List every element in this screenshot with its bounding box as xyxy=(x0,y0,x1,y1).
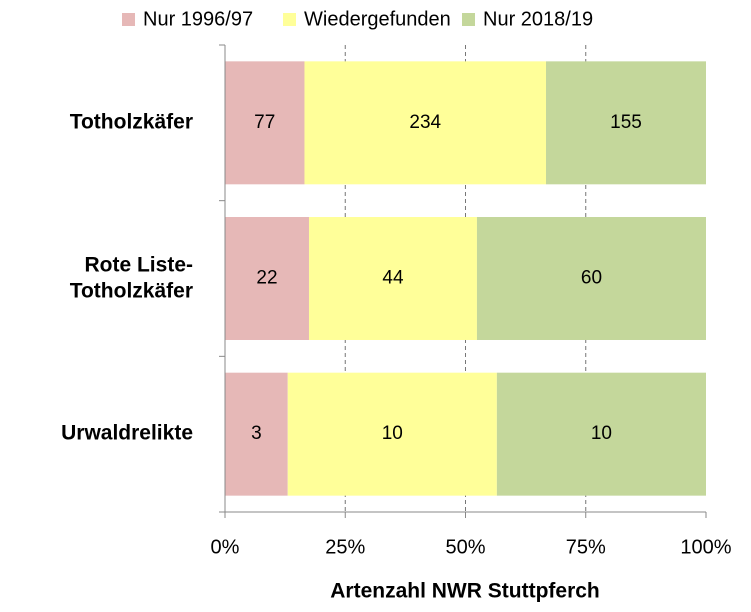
y-tick-label: Rote Liste-Totholzkäfer xyxy=(70,253,193,302)
data-label: 10 xyxy=(591,423,612,444)
x-axis-title: Artenzahl NWR Stuttpferch xyxy=(330,580,600,603)
x-tick-label: 75% xyxy=(566,536,606,558)
data-label: 3 xyxy=(251,423,262,444)
legend-swatch xyxy=(122,13,135,26)
data-label: 155 xyxy=(610,112,642,133)
x-tick-label: 50% xyxy=(445,536,485,558)
bar-segment xyxy=(308,217,477,340)
y-tick-label: Urwaldrelikte xyxy=(61,422,193,445)
data-label: 10 xyxy=(382,423,403,444)
bar-segment xyxy=(476,217,706,340)
legend-label: Nur 2018/19 xyxy=(483,8,593,30)
x-tick-label: 25% xyxy=(325,536,365,558)
bar-segment xyxy=(225,217,309,340)
legend-swatch xyxy=(462,13,475,26)
legend-swatch xyxy=(283,13,296,26)
legend-label: Nur 1996/97 xyxy=(143,8,253,30)
bar-segment xyxy=(496,372,706,496)
bar-segment xyxy=(546,61,706,185)
bar-segment xyxy=(225,372,288,496)
data-label: 234 xyxy=(409,112,441,133)
legend-label: Wiedergefunden xyxy=(304,8,451,30)
data-label: 44 xyxy=(382,268,404,289)
data-label: 22 xyxy=(256,268,277,289)
x-tick-label: 100% xyxy=(680,536,731,558)
y-tick-label: Totholzkäfer xyxy=(70,110,193,133)
data-label: 77 xyxy=(254,112,275,133)
bar-segment xyxy=(225,61,305,185)
bar-segment xyxy=(304,61,547,185)
bar-segment xyxy=(287,372,497,496)
data-label: 60 xyxy=(581,268,602,289)
x-tick-label: 0% xyxy=(211,536,240,558)
